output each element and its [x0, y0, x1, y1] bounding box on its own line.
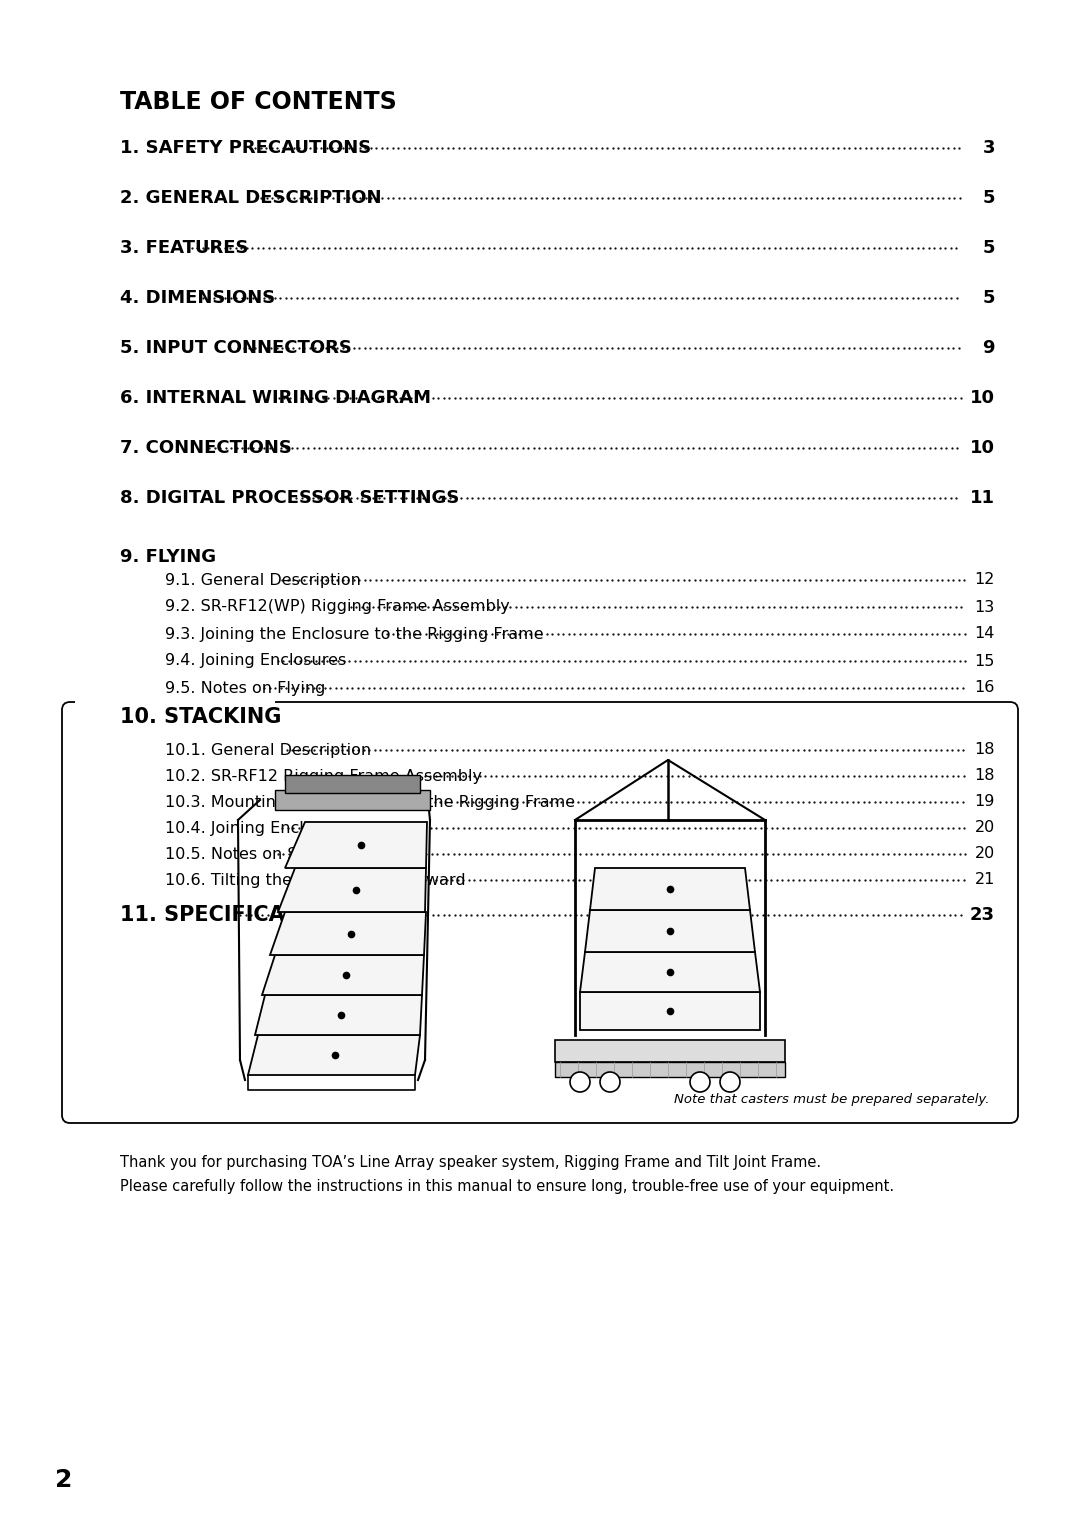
- Text: 5: 5: [983, 238, 995, 257]
- FancyBboxPatch shape: [62, 701, 1018, 1123]
- Text: Note that casters must be prepared separately.: Note that casters must be prepared separ…: [675, 1094, 990, 1106]
- Text: 5: 5: [983, 289, 995, 307]
- Text: 12: 12: [974, 573, 995, 587]
- Text: 10.3. Mounting the Enclosure to the Rigging Frame: 10.3. Mounting the Enclosure to the Rigg…: [165, 795, 576, 810]
- Text: 9.3. Joining the Enclosure to the Rigging Frame: 9.3. Joining the Enclosure to the Riggin…: [165, 626, 543, 642]
- Circle shape: [720, 1073, 740, 1093]
- Polygon shape: [585, 911, 755, 952]
- Text: 10.6. Tilting the Enclosure Downward: 10.6. Tilting the Enclosure Downward: [165, 872, 465, 888]
- Text: 10. STACKING: 10. STACKING: [120, 707, 282, 727]
- Text: Please carefully follow the instructions in this manual to ensure long, trouble-: Please carefully follow the instructions…: [120, 1180, 894, 1193]
- Text: 7. CONNECTIONS: 7. CONNECTIONS: [120, 439, 292, 457]
- Text: 4. DIMENSIONS: 4. DIMENSIONS: [120, 289, 275, 307]
- Text: 21: 21: [974, 872, 995, 888]
- Text: 10: 10: [970, 390, 995, 406]
- Circle shape: [570, 1073, 590, 1093]
- Text: TABLE OF CONTENTS: TABLE OF CONTENTS: [120, 90, 396, 115]
- Text: 14: 14: [974, 626, 995, 642]
- Circle shape: [600, 1073, 620, 1093]
- Text: 20: 20: [975, 821, 995, 836]
- Polygon shape: [580, 952, 760, 992]
- Text: 8. DIGITAL PROCESSOR SETTINGS: 8. DIGITAL PROCESSOR SETTINGS: [120, 489, 459, 507]
- Text: 15: 15: [974, 654, 995, 669]
- Polygon shape: [590, 868, 750, 911]
- Text: 20: 20: [975, 847, 995, 862]
- Text: 6. INTERNAL WIRING DIAGRAM: 6. INTERNAL WIRING DIAGRAM: [120, 390, 431, 406]
- Text: 23: 23: [970, 906, 995, 924]
- Text: 10.4. Joining Enclosures: 10.4. Joining Enclosures: [165, 821, 356, 836]
- Text: 9: 9: [983, 339, 995, 358]
- Polygon shape: [580, 992, 760, 1030]
- Text: 5. INPUT CONNECTORS: 5. INPUT CONNECTORS: [120, 339, 352, 358]
- Text: 3: 3: [983, 139, 995, 157]
- Text: 9.4. Joining Enclosures: 9.4. Joining Enclosures: [165, 654, 347, 669]
- Bar: [555, 1041, 785, 1062]
- Text: 3. FEATURES: 3. FEATURES: [120, 238, 248, 257]
- Polygon shape: [278, 868, 426, 912]
- Text: 16: 16: [974, 680, 995, 695]
- Polygon shape: [285, 822, 427, 868]
- Text: 9.1. General Description: 9.1. General Description: [165, 573, 361, 587]
- Text: 19: 19: [974, 795, 995, 810]
- Circle shape: [690, 1073, 710, 1093]
- Text: 11: 11: [970, 489, 995, 507]
- Bar: [555, 1062, 785, 1077]
- Bar: [275, 790, 430, 810]
- Text: 2: 2: [55, 1468, 72, 1491]
- Text: Thank you for purchasing TOA’s Line Array speaker system, Rigging Frame and Tilt: Thank you for purchasing TOA’s Line Arra…: [120, 1155, 821, 1170]
- Text: 10.1. General Description: 10.1. General Description: [165, 743, 372, 758]
- Polygon shape: [255, 995, 422, 1034]
- Polygon shape: [262, 955, 424, 995]
- Bar: [75, 700, 275, 723]
- Text: 18: 18: [974, 743, 995, 758]
- Bar: [285, 775, 420, 793]
- Text: 13: 13: [975, 599, 995, 614]
- Polygon shape: [248, 1034, 420, 1076]
- Text: 1. SAFETY PRECAUTIONS: 1. SAFETY PRECAUTIONS: [120, 139, 372, 157]
- Text: 9.5. Notes on Flying: 9.5. Notes on Flying: [165, 680, 325, 695]
- Text: 9. FLYING: 9. FLYING: [120, 549, 216, 565]
- Text: 5: 5: [983, 189, 995, 206]
- Text: 9.2. SR-RF12(WP) Rigging Frame Assembly: 9.2. SR-RF12(WP) Rigging Frame Assembly: [165, 599, 510, 614]
- Text: 2. GENERAL DESCRIPTION: 2. GENERAL DESCRIPTION: [120, 189, 381, 206]
- Text: 10: 10: [970, 439, 995, 457]
- Text: 11. SPECIFICATIONS: 11. SPECIFICATIONS: [120, 905, 355, 924]
- Text: 10.2. SR-RF12 Rigging Frame Assembly: 10.2. SR-RF12 Rigging Frame Assembly: [165, 769, 482, 784]
- Text: 18: 18: [974, 769, 995, 784]
- Text: 10.5. Notes on Stacking: 10.5. Notes on Stacking: [165, 847, 356, 862]
- Polygon shape: [270, 912, 426, 955]
